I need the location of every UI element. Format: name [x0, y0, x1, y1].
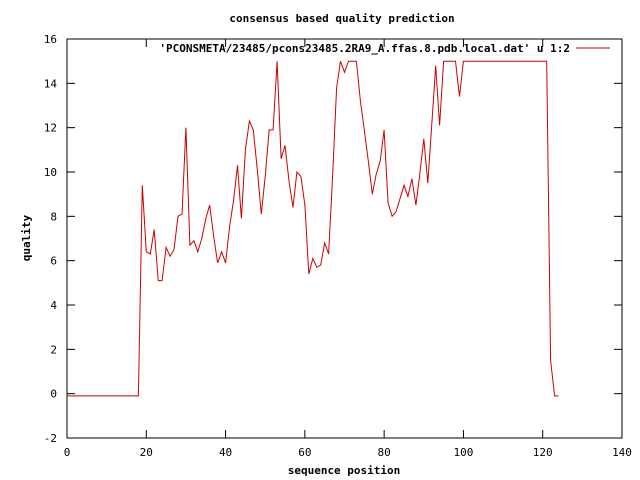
x-tick-label: 0: [64, 446, 71, 459]
x-tick-label: 40: [219, 446, 232, 459]
x-tick-label: 140: [612, 446, 632, 459]
x-tick-label: 80: [378, 446, 391, 459]
x-axis-label: sequence position: [288, 464, 401, 477]
y-tick-label: 0: [50, 388, 57, 401]
chart-title: consensus based quality prediction: [229, 12, 454, 25]
legend: 'PCONSMETA/23485/pcons23485.2RA9_A.ffas.…: [159, 42, 610, 55]
plot-frame: [66, 38, 623, 439]
y-tick-label: 16: [44, 33, 57, 46]
y-tick-label: 12: [44, 122, 57, 135]
y-tick-label: -2: [44, 432, 57, 445]
x-tick-label: 100: [453, 446, 473, 459]
y-tick-label: 6: [50, 255, 57, 268]
x-tick-label: 20: [140, 446, 153, 459]
x-tick-label: 120: [533, 446, 553, 459]
x-axis-ticks: 0 20 40 60 80 100 120 140: [64, 39, 632, 459]
y-axis-ticks: -2 0 2 4 6 8 10 12 14 16: [44, 33, 622, 445]
y-axis-label: quality: [20, 214, 33, 261]
y-tick-label: 14: [44, 77, 58, 90]
x-tick-label: 60: [298, 446, 311, 459]
y-tick-label: 2: [50, 343, 57, 356]
y-tick-label: 4: [50, 299, 57, 312]
legend-entry-label: 'PCONSMETA/23485/pcons23485.2RA9_A.ffas.…: [159, 42, 570, 55]
series-line-quality: [67, 60, 559, 397]
y-tick-label: 10: [44, 166, 57, 179]
y-tick-label: 8: [50, 210, 57, 223]
